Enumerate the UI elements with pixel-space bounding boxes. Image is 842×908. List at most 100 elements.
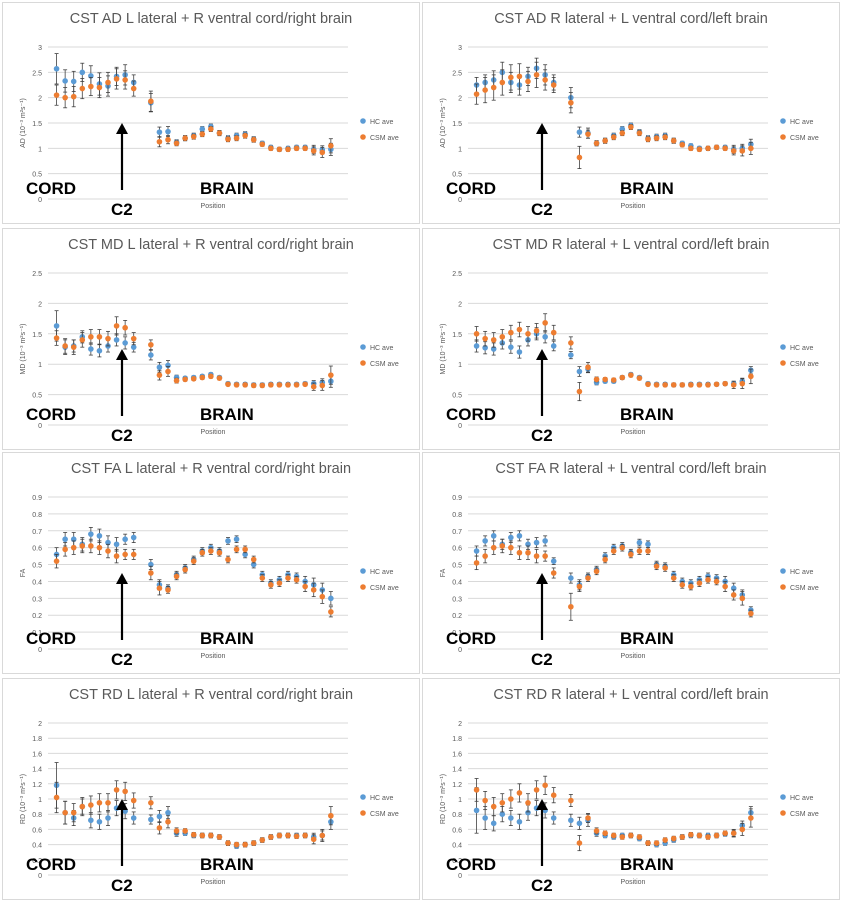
data-point [276,580,283,586]
chart-panel-1: CST AD L lateral + R ventral cord/right … [2,2,420,224]
data-point [636,834,643,840]
data-point [602,137,608,144]
chart-panel-8: CST RD R lateral + L ventral cord/left b… [422,678,840,900]
data-point [593,568,600,575]
data-point [259,382,266,389]
data-point [730,382,737,388]
data-point [302,583,308,590]
data-point [242,841,248,848]
y-tick-label: 1 [458,146,462,153]
data-point [156,138,163,145]
data-point [525,331,531,337]
y-tick-label: 0.5 [32,172,42,179]
series-csm [473,313,754,402]
data-point [576,840,583,846]
legend-label: HC ave [370,569,393,576]
chart-panel-3: CST MD L lateral + R ventral cord/right … [2,228,420,450]
cord-label: CORD [446,405,496,424]
data-point [233,382,240,388]
c2-arrow-head [116,123,128,134]
data-point [79,803,86,810]
data-point [525,78,531,85]
data-point [259,575,266,581]
data-point [568,797,574,804]
data-point [619,544,626,551]
data-point [499,334,506,340]
x-axis-label: Position [621,653,646,660]
legend-marker [360,118,366,124]
y-tick-label: 1.5 [452,332,462,339]
y-tick-label: 0 [458,647,462,654]
chart-svg: 0 0.1 0.2 0.3 0.4 0.5 0.6 0.7 0.8 0.9 FA Position HC… [440,495,819,669]
legend-label: CSM ave [370,135,399,142]
data-point [645,541,651,548]
legend-label: CSM ave [370,811,399,818]
data-point [739,148,746,154]
data-point [508,815,514,821]
y-axis-label: MD (10⁻³ m²s⁻¹) [20,324,27,375]
data-point [70,344,77,350]
x-axis-label: Position [621,429,646,436]
legend-marker [360,568,366,574]
data-point [208,548,214,554]
data-point [508,534,514,541]
data-point [748,815,754,821]
legend-label: CSM ave [790,585,819,592]
y-tick-label: 0 [458,873,462,880]
x-axis-label: Position [621,879,646,886]
data-point [113,337,120,343]
data-point [113,323,120,329]
legend-label: CSM ave [790,135,819,142]
y-tick-label: 1.4 [32,767,42,774]
data-point [79,543,86,549]
data-point [130,797,137,804]
data-point [636,375,643,381]
y-tick-label: 2 [38,721,42,728]
y-tick-label: 1.8 [452,736,462,743]
data-point [576,129,583,135]
data-point [173,140,180,147]
data-point [113,541,120,548]
data-point [225,840,231,846]
y-tick-label: 0.1 [452,630,462,637]
data-point [748,145,754,152]
data-point [148,800,154,806]
data-point [148,816,154,823]
data-point [285,146,291,153]
data-point [508,796,514,802]
legend-label: HC ave [370,119,393,126]
data-point [705,145,711,152]
data-point [302,145,308,152]
data-point [113,787,120,793]
data-point [593,376,600,383]
y-tick-label: 0.9 [452,495,462,502]
data-point [482,335,488,342]
y-tick-label: 0.4 [32,843,42,850]
series-hc [53,527,334,606]
legend-marker [360,810,366,816]
y-tick-label: 0.2 [32,858,42,865]
c2-arrow-head [116,573,128,584]
data-point [499,543,506,549]
x-axis-label: Position [201,429,226,436]
data-point [173,573,180,580]
y-tick-label: 0 [38,647,42,654]
data-point [70,78,77,85]
data-point [533,787,540,793]
y-tick-label: 0 [458,197,462,204]
legend-label: HC ave [790,569,813,576]
data-point [250,382,257,389]
data-point [550,570,557,576]
data-point [713,832,720,839]
data-point [216,375,223,381]
data-point [585,815,591,821]
y-tick-label: 1.6 [452,751,462,758]
data-point [490,533,497,539]
data-point [285,575,291,581]
data-point [276,832,283,839]
data-point [216,130,223,136]
legend-marker [360,134,366,140]
legend-marker [360,360,366,366]
data-point [319,149,326,156]
c2-arrow-head [536,573,548,584]
